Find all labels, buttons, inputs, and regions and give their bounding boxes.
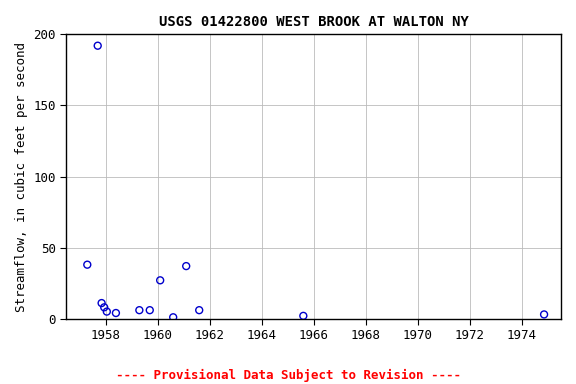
Point (156, 277, 165, 283)
Y-axis label: Streamflow, in cubic feet per second: Streamflow, in cubic feet per second (15, 41, 28, 311)
Point (97, 300, 106, 306)
Title: USGS 01422800 WEST BROOK AT WALTON NY: USGS 01422800 WEST BROOK AT WALTON NY (159, 15, 469, 29)
Point (299, 313, 308, 319)
Point (195, 307, 204, 313)
Point (169, 314, 178, 320)
Point (540, 311, 549, 318)
Text: ---- Provisional Data Subject to Revision ----: ---- Provisional Data Subject to Revisio… (116, 369, 460, 382)
Point (111, 310, 120, 316)
Point (181, 263, 191, 269)
Point (100, 304, 109, 310)
Point (102, 308, 111, 314)
Point (93, 43, 103, 49)
Point (83, 262, 92, 268)
Point (135, 307, 144, 313)
Point (145, 307, 154, 313)
